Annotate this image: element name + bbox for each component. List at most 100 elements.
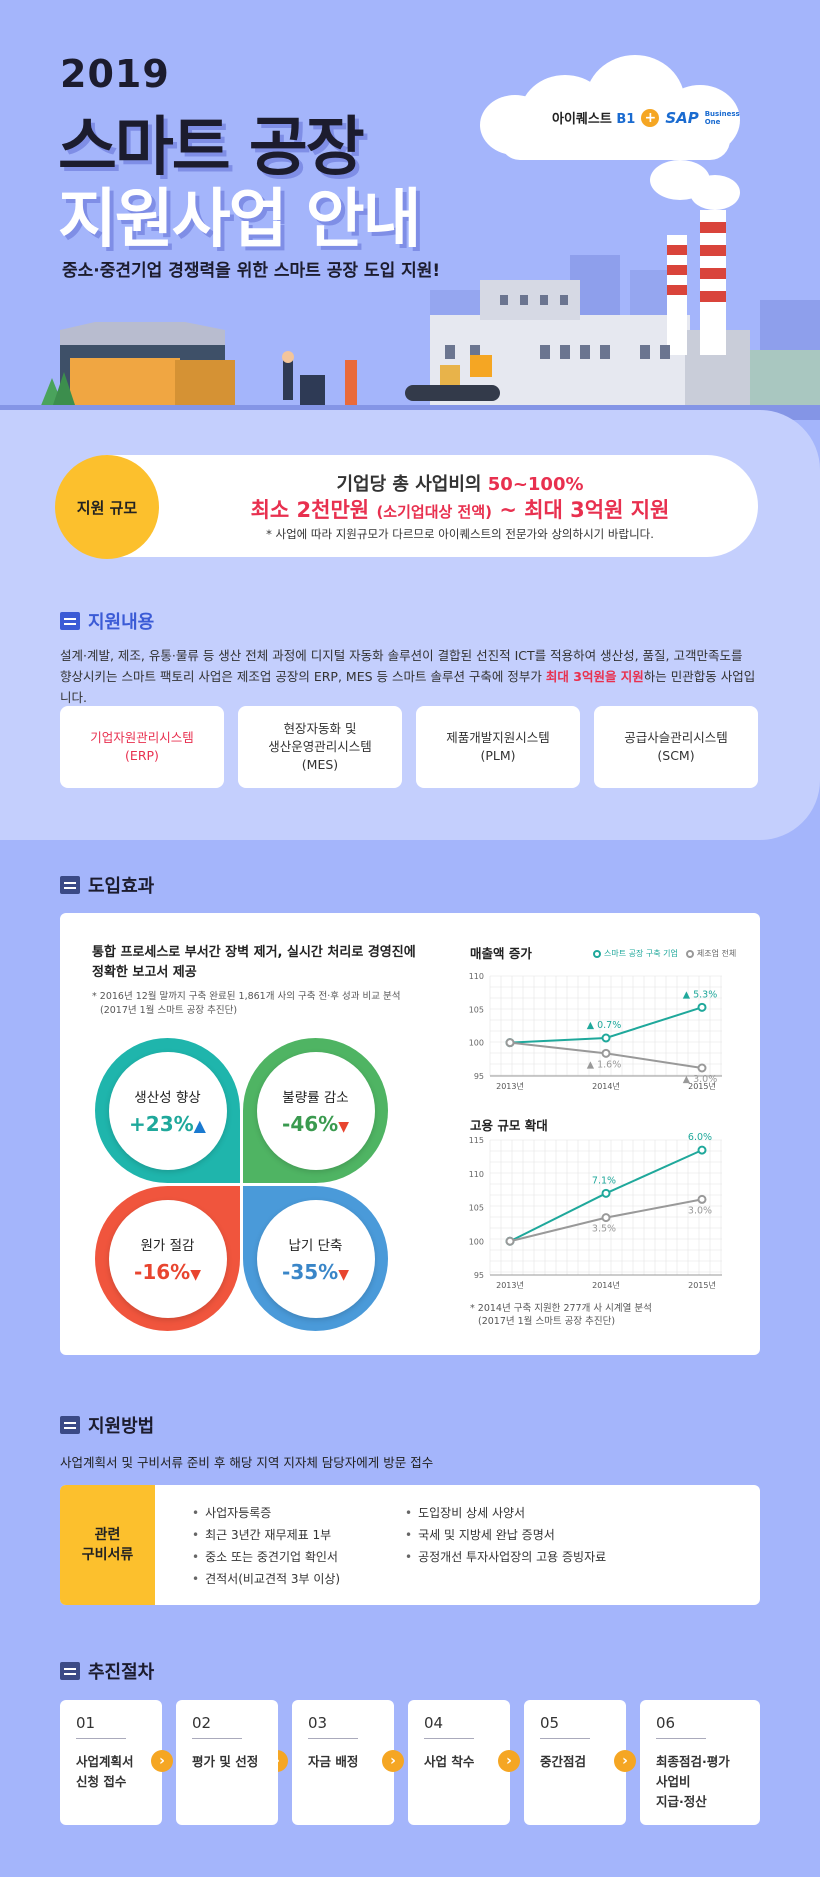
data-label: ▲ 1.6% [587, 1059, 621, 1070]
scale-line2: 최소 2천만원 (소기업대상 전액) ~ 최대 3억원 지원 [250, 498, 670, 522]
data-label: 7.1% [592, 1175, 616, 1186]
y-tick-label: 105 [469, 1204, 484, 1213]
leaf-defect: 불량률 감소 -46%▼ [243, 1038, 388, 1183]
document-icon [60, 876, 80, 894]
y-tick-label: 100 [469, 1039, 484, 1048]
system-mes: 현장자동화 및 생산운영관리시스템 (MES) [238, 706, 402, 788]
chart-sales: 95 100 105 110 2013년 2014년 2015년 ▲ 0.7% ▲ 5.3% ▲ … [469, 972, 722, 1091]
process-step-6: 06 최종점검·평가 사업비 지급·정산 [640, 1700, 760, 1825]
chevron-right-icon: › [151, 1750, 173, 1772]
data-point [601, 1188, 611, 1198]
effects-headline: 통합 프로세스로 부서간 장벽 제거, 실시간 처리로 경영진에 정확한 보고서… [92, 945, 416, 980]
arrow-down-icon: ▼ [338, 1266, 349, 1283]
chevron-right-icon: › [614, 1750, 636, 1772]
process-step-4: 04 사업 착수 [408, 1700, 510, 1825]
data-point [601, 1033, 611, 1043]
leaf-productivity: 생산성 향상 +23%▲ [95, 1038, 240, 1183]
data-point [697, 1145, 707, 1155]
data-label: ▲ 5.3% [683, 989, 717, 1000]
data-label: 3.5% [592, 1224, 616, 1235]
data-point [697, 1063, 707, 1073]
scale-note: * 사업에 따라 지원규모가 다르므로 아이퀘스트의 전문가와 상의하시기 바랍… [266, 527, 654, 541]
plus-icon: + [641, 108, 660, 127]
sap-logo-sub: Business One [704, 109, 740, 126]
y-tick-label: 100 [469, 1237, 484, 1246]
system-scm: 공급사슬관리시스템 (SCM) [594, 706, 758, 788]
y-tick-label: 115 [469, 1136, 484, 1145]
scale-badge: 지원 규모 [55, 455, 159, 559]
process-step-2: 02 평가 및 선정 [176, 1700, 278, 1825]
scale-line1: 기업당 총 사업비의 50~100% [336, 474, 584, 495]
data-label: 6.0% [688, 1132, 712, 1143]
x-tick-label: 2014년 [592, 1280, 620, 1290]
data-point [697, 1194, 707, 1204]
chevron-right-icon: › [382, 1750, 404, 1772]
document-item: 중소 또는 중견기업 확인서 [192, 1546, 340, 1568]
system-plm: 제품개발지원시스템 (PLM) [416, 706, 580, 788]
iquest-logo: 아이퀘스트 B1 [552, 112, 636, 127]
data-label: 3.0% [688, 1205, 712, 1216]
effects-note: * 2016년 12월 말까지 구축 완료된 1,861개 사의 구축 전·후 … [92, 991, 401, 1016]
arrow-down-icon: ▼ [190, 1266, 201, 1283]
factory-illustration [0, 210, 820, 420]
hero-subtitle: 중소·중견기업 경쟁력을 위한 스마트 공장 도입 지원! [62, 261, 441, 281]
y-tick-label: 110 [469, 1170, 484, 1179]
documents-list-left: 사업자등록증 최근 3년간 재무제표 1부 중소 또는 중견기업 확인서 견적서… [192, 1502, 340, 1590]
x-tick-label: 2014년 [592, 1081, 620, 1091]
y-tick-label: 95 [474, 1271, 484, 1280]
chart-note: * 2014년 구축 지원한 277개 사 시계열 분석 (2017년 1월 스… [470, 1303, 652, 1327]
system-erp: 기업자원관리시스템 (ERP) [60, 706, 224, 788]
chart1-title: 매출액 증가 [470, 946, 532, 961]
x-tick-label: 2015년 [688, 1280, 716, 1290]
process-step-3: 03 자금 배정 [292, 1700, 394, 1825]
data-point [697, 1002, 707, 1012]
section-title-content: 지원내용 [60, 608, 154, 634]
document-icon [60, 612, 80, 630]
document-icon [60, 1662, 80, 1680]
brand-logos: 아이퀘스트 B1 + SAP Business One [552, 108, 740, 127]
section-title-process: 추진절차 [60, 1658, 154, 1684]
data-point [601, 1213, 611, 1223]
chart2-title: 고용 규모 확대 [470, 1118, 548, 1133]
data-label: ▲ 3.0% [683, 1074, 717, 1085]
hero-title-line2: 지원사업 안내 [58, 183, 422, 257]
arrow-up-icon: ▲ [193, 1115, 206, 1135]
document-item: 공정개선 투자사업장의 고용 증빙자료 [405, 1546, 606, 1568]
process-step-5: 05 중간점검 [524, 1700, 626, 1825]
documents-list-right: 도입장비 상세 사양서 국세 및 지방세 완납 증명서 공정개선 투자사업장의 … [405, 1502, 606, 1568]
chevron-right-icon: › [498, 1750, 520, 1772]
y-tick-label: 105 [469, 1005, 484, 1014]
document-icon [60, 1416, 80, 1434]
legend-item-all: 제조업 전체 [685, 948, 736, 959]
chart-employment: 95 100 105 110 115 2013년 2014년 2015년 7.1% 6.0% 3.5… [469, 1132, 722, 1290]
section-title-effects: 도입효과 [60, 872, 154, 898]
document-item: 도입장비 상세 사양서 [405, 1502, 606, 1524]
legend-item-smart: 스마트 공장 구축 기업 [593, 948, 678, 959]
hero-banner: 2019 스마트 공장 지원사업 안내 중소·중견기업 경쟁력을 위한 스마트 … [0, 0, 820, 420]
sap-logo: SAP [665, 108, 699, 127]
leaf-delivery: 납기 단축 -35%▼ [243, 1186, 388, 1331]
arrow-down-icon: ▼ [338, 1118, 349, 1135]
scale-card [58, 455, 758, 557]
data-point [505, 1038, 515, 1048]
chart-legend: 스마트 공장 구축 기업 제조업 전체 [593, 948, 736, 959]
section-title-method: 지원방법 [60, 1412, 154, 1438]
document-item: 최근 3년간 재무제표 1부 [192, 1524, 340, 1546]
year-label: 2019 [60, 52, 170, 96]
x-tick-label: 2015년 [688, 1081, 716, 1091]
x-tick-label: 2013년 [496, 1081, 524, 1091]
data-label: ▲ 0.7% [587, 1020, 621, 1031]
document-item: 견적서(비교견적 3부 이상) [192, 1568, 340, 1590]
y-tick-label: 110 [469, 972, 484, 981]
method-description: 사업계획서 및 구비서류 준비 후 해당 지역 지자체 담당자에게 방문 접수 [60, 1455, 434, 1470]
data-point [505, 1236, 515, 1246]
process-step-1: 01 사업계획서 신청 접수 [60, 1700, 162, 1825]
y-tick-label: 95 [474, 1072, 484, 1081]
documents-label: 관련 구비서류 [60, 1485, 155, 1605]
data-point [601, 1048, 611, 1058]
leaf-cost: 원가 절감 -16%▼ [95, 1186, 240, 1331]
x-tick-label: 2013년 [496, 1280, 524, 1290]
content-description: 설계·계발, 제조, 유통·물류 등 생산 전체 과정에 디지털 자동화 솔루션… [60, 648, 756, 705]
document-item: 국세 및 지방세 완납 증명서 [405, 1524, 606, 1546]
hero-title-line1: 스마트 공장 [58, 111, 365, 185]
